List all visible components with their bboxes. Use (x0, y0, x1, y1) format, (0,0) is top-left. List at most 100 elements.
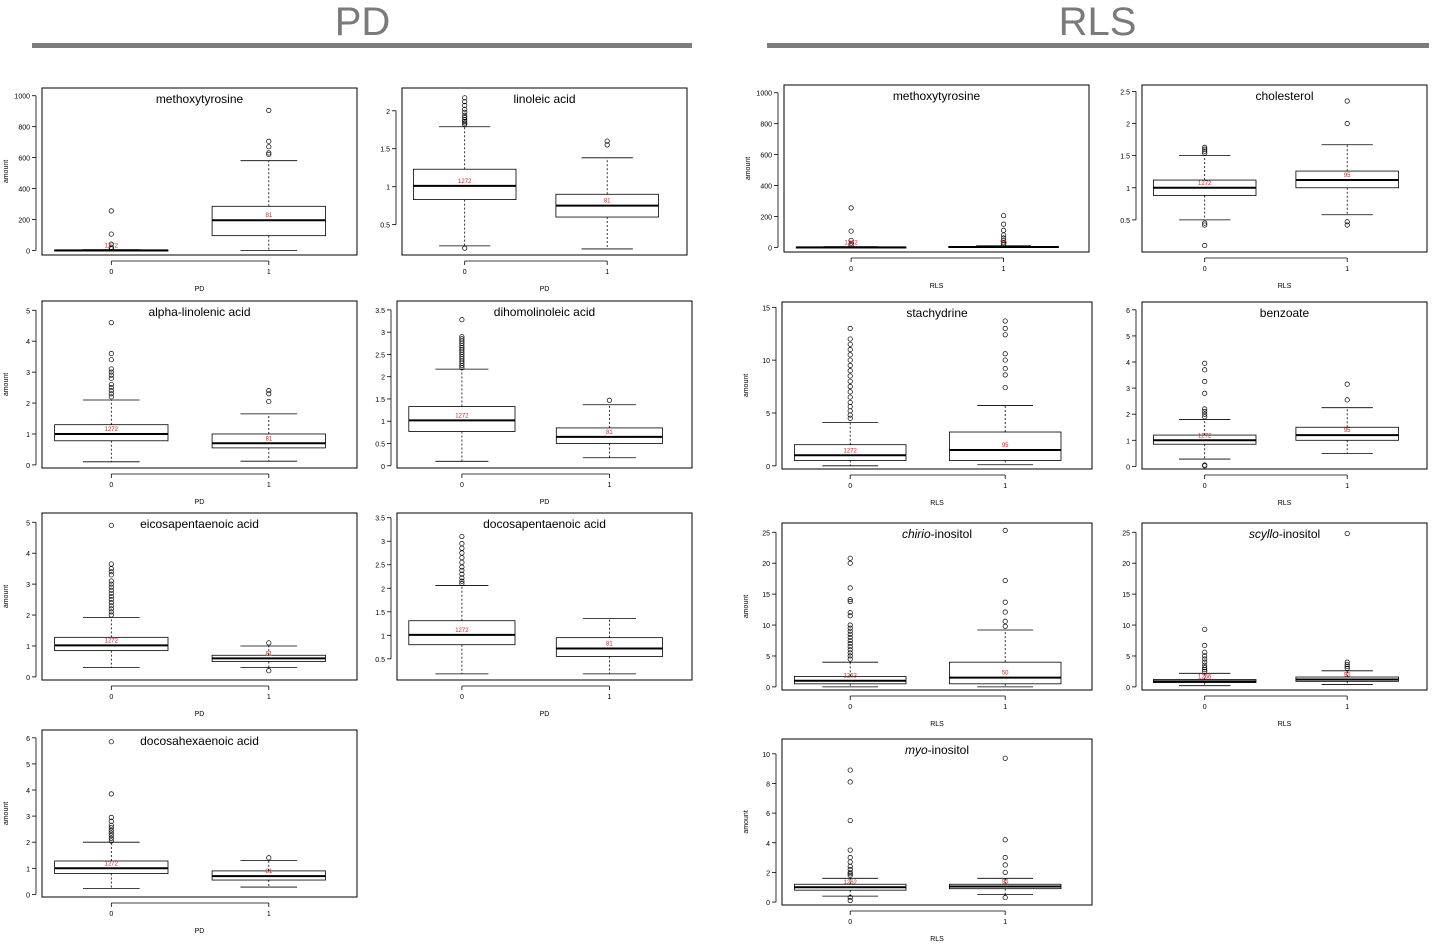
x-tick-label: 0 (1203, 704, 1207, 711)
y-tick-label: 25 (762, 530, 770, 537)
outlier-point (847, 869, 853, 875)
outlier-point (108, 320, 114, 326)
y-tick-label: 0.5 (375, 442, 385, 449)
outlier-point (1001, 240, 1007, 246)
box-plot-svg: benzoate 0 1 2 3 4 5 6 0 1 RLS 1272 95 (1126, 301, 1428, 507)
outlier-point (108, 606, 114, 612)
outlier-point (108, 385, 114, 391)
outlier-point (459, 533, 465, 540)
y-tick-label: 0 (766, 685, 770, 692)
outlier-point (459, 578, 465, 584)
outlier-point (108, 838, 114, 844)
outlier-point (1202, 649, 1208, 655)
outlier-point (459, 559, 465, 565)
y-tick-label: 0 (26, 248, 30, 255)
plot-title-italic: scyllo (1249, 527, 1279, 541)
outlier-point (1202, 659, 1208, 665)
box-plot-svg: docosapentaenoic acid 0.5 1 1.5 2 2.5 3 3.5 0 1 PD… (375, 512, 693, 718)
sample-count-label: 81 (604, 199, 611, 205)
outlier-point (462, 106, 468, 112)
plot-frame (401, 87, 688, 256)
sample-count-label: 81 (265, 436, 272, 442)
outlier-point (462, 115, 468, 121)
x-tick-label: 0 (848, 483, 852, 490)
y-tick-label: 0.5 (380, 223, 390, 230)
outlier-point (266, 855, 272, 861)
outlier-point (108, 835, 114, 841)
y-tick-label: 3 (26, 370, 30, 377)
outlier-point (847, 895, 853, 901)
box-group-1: 50 (948, 527, 1062, 688)
outlier-point (847, 399, 853, 405)
x-axis-label: RLS (930, 721, 944, 728)
outlier-point (847, 336, 853, 342)
outlier-point (1001, 232, 1007, 238)
y-tick-label: 2.5 (375, 352, 385, 359)
outlier-point (459, 571, 465, 577)
outlier-point (108, 612, 114, 618)
x-axis-label: RLS (930, 283, 944, 290)
outlier-point (1344, 98, 1350, 104)
sample-count-label: 1262 (844, 240, 858, 246)
plot-frame (1141, 522, 1428, 691)
y-tick-label: 10 (762, 623, 770, 630)
box-group-0: 1272 (413, 95, 517, 251)
outlier-point (1202, 667, 1208, 673)
y-tick-label: 2 (1126, 122, 1130, 129)
x-axis-label: PD (195, 286, 205, 293)
outlier-point (266, 107, 272, 113)
outlier-point (266, 388, 272, 394)
x-axis-label: PD (540, 711, 550, 718)
y-tick-label: 4 (26, 788, 30, 795)
outlier-point (108, 791, 114, 797)
outlier-point (1002, 599, 1008, 605)
x-tick-label: 1 (267, 694, 271, 701)
outlier-point (108, 814, 114, 820)
outlier-point (108, 818, 114, 824)
x-tick-label: 1 (267, 269, 271, 276)
box-group-0: 1266 (1153, 626, 1257, 687)
y-tick-label: 1 (26, 644, 30, 651)
box-group-0: 1272 (54, 320, 169, 463)
outlier-point (266, 398, 272, 405)
box-iqr (555, 427, 663, 444)
y-tick-label: 6 (766, 811, 770, 818)
box-plot-svg: cholesterol 0.5 1 1.5 2 2.5 0 1 RLS 1272 95 (1120, 84, 1428, 290)
outlier-point (1202, 222, 1208, 228)
x-tick-label: 0 (848, 704, 852, 711)
plot-title: eicosapentaenoic acid (140, 517, 259, 531)
box-group-1: 95 (1295, 381, 1399, 454)
outlier-point (1202, 390, 1208, 396)
outlier-point (1002, 385, 1008, 391)
outlier-point (108, 381, 114, 388)
sample-count-label: 95 (1000, 240, 1007, 246)
x-tick-label: 1 (1003, 483, 1007, 490)
outlier-point (108, 566, 114, 572)
outlier-point (108, 231, 114, 237)
box-iqr (1295, 426, 1399, 441)
outlier-point (1202, 360, 1208, 366)
outlier-point (847, 389, 853, 395)
y-tick-label: 1.5 (1120, 154, 1130, 161)
y-axis-label: amount (3, 373, 10, 396)
chart-pd-dihomolinoleic-acid: dihomolinoleic acid 0 0.5 1 1.5 2 2.5 3 3.5 0 1 PD 1… (355, 293, 700, 508)
outlier-point (1202, 626, 1208, 632)
box-group-1: 81 (211, 640, 326, 674)
outlier-point (1002, 318, 1008, 324)
outlier-point (1001, 241, 1007, 247)
outlier-point (847, 622, 853, 628)
outlier-point (108, 369, 114, 375)
plot-title: stachydrine (906, 306, 968, 320)
y-tick-label: 3.5 (375, 516, 385, 523)
box-iqr (408, 620, 516, 646)
outlier-point (108, 822, 114, 828)
y-tick-label: 0 (26, 463, 30, 470)
y-tick-label: 4 (766, 841, 770, 848)
y-tick-label: 6 (1126, 308, 1130, 315)
outlier-point (1002, 332, 1008, 338)
sample-count-label: 1263 (844, 674, 858, 680)
outlier-point (108, 603, 114, 609)
outlier-point (847, 384, 853, 390)
y-axis-label: amount (743, 374, 750, 397)
sample-count-label: 81 (265, 869, 272, 875)
